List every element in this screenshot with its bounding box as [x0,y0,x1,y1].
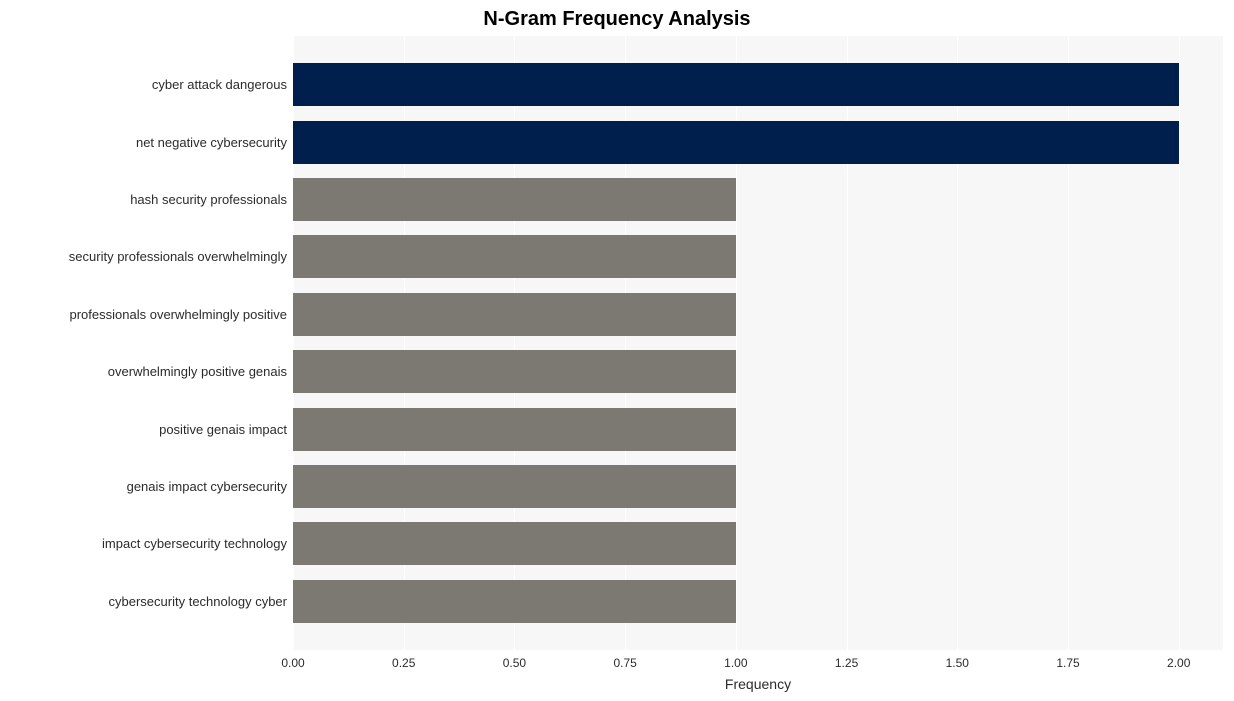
bar [293,465,736,508]
bar [293,63,1179,106]
x-tick-label: 0.00 [281,656,304,670]
ngram-frequency-chart: N-Gram Frequency Analysis Frequency 0.00… [0,0,1234,701]
y-tick-label: cybersecurity technology cyber [109,594,287,609]
x-tick-label: 1.75 [1056,656,1079,670]
x-tick-label: 0.25 [392,656,415,670]
y-tick-label: cyber attack dangerous [152,77,287,92]
x-tick-label: 1.25 [835,656,858,670]
y-tick-label: overwhelmingly positive genais [108,364,287,379]
x-tick-label: 1.50 [946,656,969,670]
x-tick-label: 0.75 [613,656,636,670]
chart-title: N-Gram Frequency Analysis [0,8,1234,31]
x-tick-label: 0.50 [503,656,526,670]
plot-area [293,36,1223,650]
x-axis-label: Frequency [293,676,1223,692]
bar [293,408,736,451]
y-tick-label: security professionals overwhelmingly [69,249,287,264]
bar [293,235,736,278]
bar [293,522,736,565]
bar [293,580,736,623]
y-tick-label: positive genais impact [159,422,287,437]
y-tick-label: genais impact cybersecurity [127,479,287,494]
bar [293,121,1179,164]
bar [293,350,736,393]
y-tick-label: professionals overwhelmingly positive [70,307,288,322]
x-tick-label: 2.00 [1167,656,1190,670]
bar [293,178,736,221]
grid-line [1179,36,1180,650]
x-tick-label: 1.00 [724,656,747,670]
y-tick-label: net negative cybersecurity [136,135,287,150]
bar [293,293,736,336]
y-tick-label: hash security professionals [130,192,287,207]
y-tick-label: impact cybersecurity technology [102,536,287,551]
